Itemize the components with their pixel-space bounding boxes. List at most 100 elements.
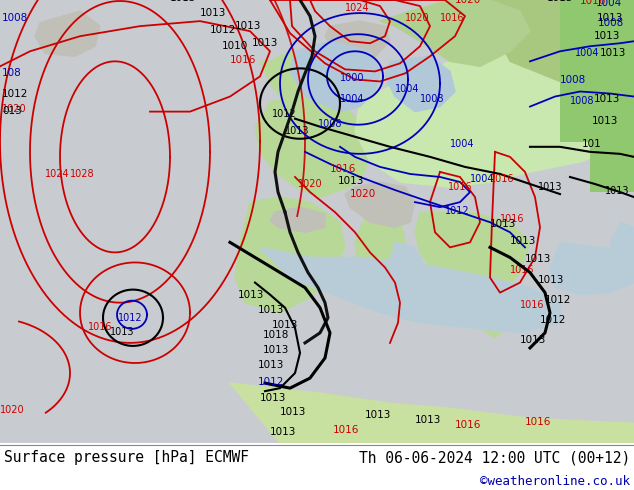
Text: 1013: 1013 [525,254,552,265]
Text: 1020: 1020 [350,189,376,199]
Text: 1013: 1013 [365,410,391,420]
Text: 1013: 1013 [594,94,621,103]
Polygon shape [355,197,405,288]
Text: 1013: 1013 [238,290,264,300]
Polygon shape [235,197,345,313]
Text: 1013: 1013 [538,274,564,285]
Text: 1016: 1016 [510,265,534,274]
Text: 1013: 1013 [280,407,306,417]
Text: 1012: 1012 [118,313,143,323]
Text: 1013: 1013 [263,345,289,355]
Text: 1013: 1013 [594,31,621,41]
Text: 1004: 1004 [340,94,365,103]
Text: 1008: 1008 [318,119,342,129]
Polygon shape [230,383,634,443]
Text: 1013: 1013 [538,182,562,192]
Polygon shape [480,0,634,81]
Text: 1016: 1016 [88,322,112,332]
Text: 1012: 1012 [272,109,297,119]
Text: 1013: 1013 [252,38,278,48]
Polygon shape [380,0,530,66]
Text: 1013: 1013 [200,8,226,18]
Text: 1018: 1018 [263,330,289,340]
Text: 1013: 1013 [270,427,296,438]
Text: 1016: 1016 [330,164,356,174]
Text: Surface pressure [hPa] ECMWF: Surface pressure [hPa] ECMWF [4,450,249,465]
Text: 1004: 1004 [450,139,474,149]
Polygon shape [475,288,510,338]
Text: 1013: 1013 [520,335,547,345]
Text: 1016: 1016 [490,174,515,184]
Text: 1016: 1016 [230,55,256,65]
Polygon shape [385,56,455,112]
Text: 1016: 1016 [448,182,472,192]
Text: 1013: 1013 [592,116,618,125]
Text: 1012: 1012 [210,25,236,35]
Text: 1012: 1012 [2,89,29,98]
Text: ©weatheronline.co.uk: ©weatheronline.co.uk [480,475,630,489]
Polygon shape [388,243,425,297]
Text: 1012: 1012 [540,315,566,325]
Text: 1016: 1016 [580,0,606,6]
Polygon shape [550,243,634,294]
Text: 1013: 1013 [415,416,441,425]
Text: 1013: 1013 [260,393,287,403]
Polygon shape [325,21,390,61]
Polygon shape [260,247,560,333]
Text: 1016: 1016 [500,214,524,224]
Polygon shape [415,212,530,303]
Text: 1008: 1008 [560,75,586,85]
Text: 1020: 1020 [2,103,27,114]
Text: 1010: 1010 [222,41,249,51]
Polygon shape [260,51,310,101]
Text: 1008: 1008 [570,96,595,105]
Text: 1013: 1013 [597,13,623,23]
Text: 1013: 1013 [110,327,134,337]
Text: 1016: 1016 [333,425,359,436]
Text: 1028: 1028 [70,169,94,179]
Text: 1013: 1013 [170,0,197,3]
Text: 1016: 1016 [440,13,465,23]
Text: 013: 013 [2,106,22,116]
Polygon shape [270,207,325,232]
Text: 1013: 1013 [490,219,516,229]
Polygon shape [610,222,634,268]
Text: 1013: 1013 [285,126,309,136]
Text: Th 06-06-2024 12:00 UTC (00+12): Th 06-06-2024 12:00 UTC (00+12) [359,450,630,465]
Polygon shape [255,97,370,197]
Polygon shape [290,41,380,112]
Polygon shape [345,182,415,227]
Text: 1016: 1016 [520,300,545,310]
Text: 1004: 1004 [596,0,622,8]
Text: 1013: 1013 [258,305,285,315]
Text: 1013: 1013 [510,236,536,246]
Text: 1013: 1013 [272,320,299,330]
Text: 1013: 1013 [600,49,626,58]
Text: 1013: 1013 [235,21,261,31]
Text: 1013: 1013 [258,360,285,370]
Text: 1004: 1004 [470,174,495,184]
Bar [560,0,634,142]
Text: 1012: 1012 [258,377,285,387]
Text: 108: 108 [2,69,22,78]
Text: 1012: 1012 [545,294,571,305]
Text: 101: 101 [582,139,602,149]
Polygon shape [355,0,634,187]
Text: 1024: 1024 [345,3,370,13]
Text: 1013: 1013 [338,176,365,186]
Text: 1016: 1016 [455,420,481,430]
Text: 1012: 1012 [445,206,470,216]
Text: 1020: 1020 [405,13,430,23]
Text: 1020: 1020 [0,405,25,416]
Text: 1013: 1013 [547,0,573,3]
Text: 1004: 1004 [395,83,420,94]
Text: 1020: 1020 [298,179,323,189]
Polygon shape [35,11,100,56]
Text: 1024: 1024 [45,169,70,179]
Text: 1008: 1008 [420,94,444,103]
Text: 1008: 1008 [598,18,624,28]
Text: 1008: 1008 [2,13,29,23]
Text: 1016: 1016 [525,417,552,427]
Bar [590,0,634,192]
Text: 1013: 1013 [605,186,630,196]
